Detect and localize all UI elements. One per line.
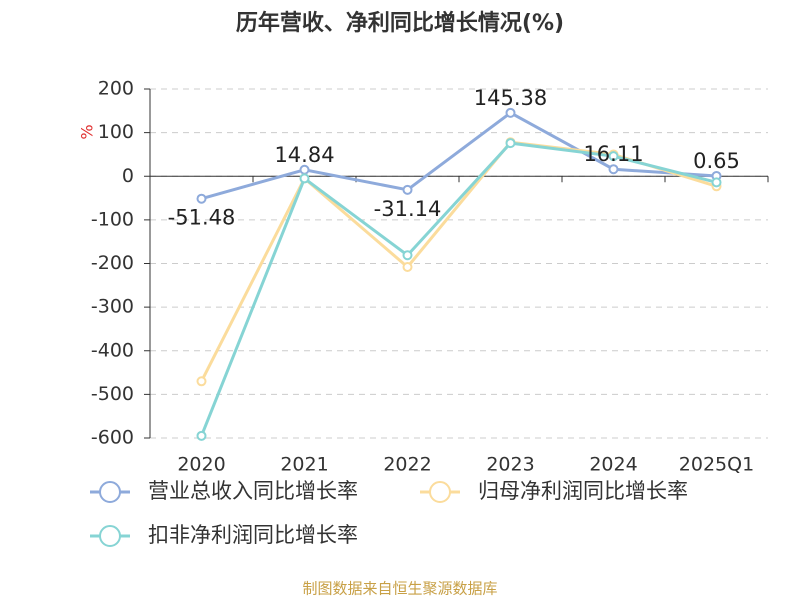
y-tick-label: -600 (91, 427, 134, 449)
x-tick-label: 2021 (280, 454, 328, 476)
data-point (711, 177, 722, 188)
legend-label: 营业总收入同比增长率 (148, 479, 358, 503)
series-line (200, 141, 717, 437)
data-point (299, 173, 310, 184)
legend-label: 归母净利润同比增长率 (478, 479, 688, 503)
x-tick-label: 2023 (486, 454, 534, 476)
chart-title: 历年营收、净利同比增长情况(%) (236, 10, 564, 36)
series-line (201, 111, 717, 201)
data-point (402, 250, 413, 261)
data-label: -51.48 (168, 206, 236, 230)
legend-marker (99, 481, 121, 503)
x-tick-label: 2025Q1 (679, 454, 754, 476)
y-tick-label: -300 (91, 296, 134, 318)
data-point (608, 164, 619, 175)
source-note: 制图数据来自恒生聚源数据库 (302, 580, 497, 598)
data-label: 14.84 (274, 143, 334, 167)
y-axis-label: % (78, 124, 97, 139)
x-tick-label: 2020 (177, 454, 225, 476)
data-point (196, 430, 207, 441)
data-point (402, 261, 413, 272)
data-point (608, 151, 619, 162)
y-tick-label: 200 (98, 78, 134, 100)
data-point (402, 184, 413, 195)
y-tick-label: -400 (91, 339, 134, 361)
data-label: 16.11 (583, 142, 643, 166)
data-label: 145.38 (474, 86, 547, 110)
data-point (505, 138, 516, 149)
y-tick-label: -500 (91, 383, 134, 405)
y-tick-label: 0 (122, 165, 134, 187)
legend-marker (429, 481, 451, 503)
x-tick-label: 2024 (589, 454, 637, 476)
data-label: 0.65 (693, 149, 740, 173)
data-point (299, 164, 310, 175)
y-tick-label: -200 (91, 252, 134, 274)
y-tick-label: 100 (98, 121, 134, 143)
y-tick-label: -100 (91, 208, 134, 230)
data-point (505, 107, 516, 118)
legend-marker (99, 525, 121, 547)
data-label: -31.14 (374, 197, 442, 221)
data-point (196, 193, 207, 204)
data-point (196, 376, 207, 387)
legend-label: 扣非净利润同比增长率 (148, 523, 358, 547)
x-tick-label: 2022 (383, 454, 431, 476)
